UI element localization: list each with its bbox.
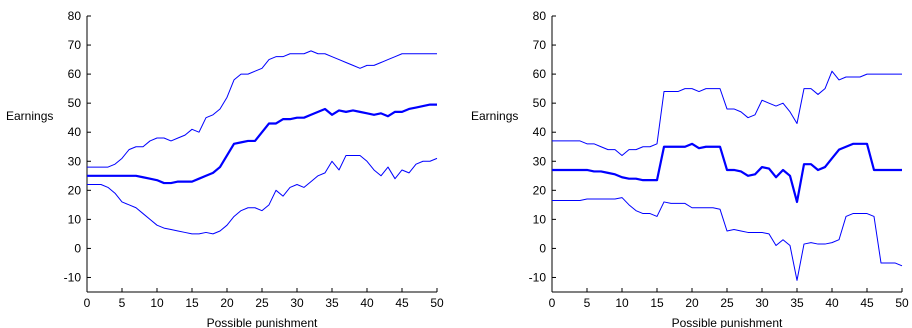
y-tick-label: 30 (68, 154, 82, 168)
x-tick-label: 25 (255, 296, 269, 310)
x-tick-label: 45 (395, 296, 409, 310)
lower-series-line (552, 197, 903, 281)
x-tick-label: 35 (325, 296, 339, 310)
x-tick-label: 0 (549, 296, 556, 310)
y-tick-label: 0 (539, 241, 546, 255)
x-tick-label: 5 (584, 296, 591, 310)
x-tick-label: 5 (119, 296, 126, 310)
y-tick-label: 70 (533, 38, 547, 52)
x-tick-label: 35 (790, 296, 804, 310)
x-tick-label: 20 (685, 296, 699, 310)
y-tick-label: 20 (68, 183, 82, 197)
y-tick-label: 50 (68, 96, 82, 110)
y-axis-label: Earnings (6, 109, 53, 123)
y-tick-label: 0 (74, 241, 81, 255)
x-tick-label: 25 (720, 296, 734, 310)
y-tick-label: 30 (533, 154, 547, 168)
y-tick-label: 20 (533, 183, 547, 197)
lower-series-line (87, 154, 438, 235)
x-tick-label: 15 (650, 296, 664, 310)
y-tick-label: 40 (68, 125, 82, 139)
y-tick-label: 70 (68, 38, 82, 52)
y-tick-label: -10 (64, 270, 82, 284)
x-axis-label: Possible punishment (672, 316, 783, 328)
x-tick-label: 10 (615, 296, 629, 310)
upper-series-line (552, 70, 902, 156)
mean-series-line (552, 142, 902, 204)
upper-series-line (87, 50, 437, 168)
y-tick-label: -10 (529, 270, 547, 284)
x-tick-label: 50 (895, 296, 909, 310)
y-tick-label: 50 (533, 96, 547, 110)
x-tick-label: 30 (755, 296, 769, 310)
x-tick-label: 45 (860, 296, 874, 310)
y-tick-label: 60 (68, 67, 82, 81)
x-tick-label: 40 (360, 296, 374, 310)
x-tick-label: 0 (84, 296, 91, 310)
mean-series-line (87, 103, 437, 185)
x-tick-label: 20 (220, 296, 234, 310)
x-tick-label: 15 (185, 296, 199, 310)
y-tick-label: 10 (68, 212, 82, 226)
x-tick-label: 10 (150, 296, 164, 310)
x-tick-label: 40 (825, 296, 839, 310)
y-tick-label: 40 (533, 125, 547, 139)
y-tick-label: 10 (533, 212, 547, 226)
y-tick-label: 80 (68, 9, 82, 23)
y-axis-label: Earnings (471, 109, 518, 123)
x-tick-label: 50 (430, 296, 444, 310)
y-tick-label: 60 (533, 67, 547, 81)
x-tick-label: 30 (290, 296, 304, 310)
y-tick-label: 80 (533, 9, 547, 23)
x-axis-label: Possible punishment (207, 316, 318, 328)
